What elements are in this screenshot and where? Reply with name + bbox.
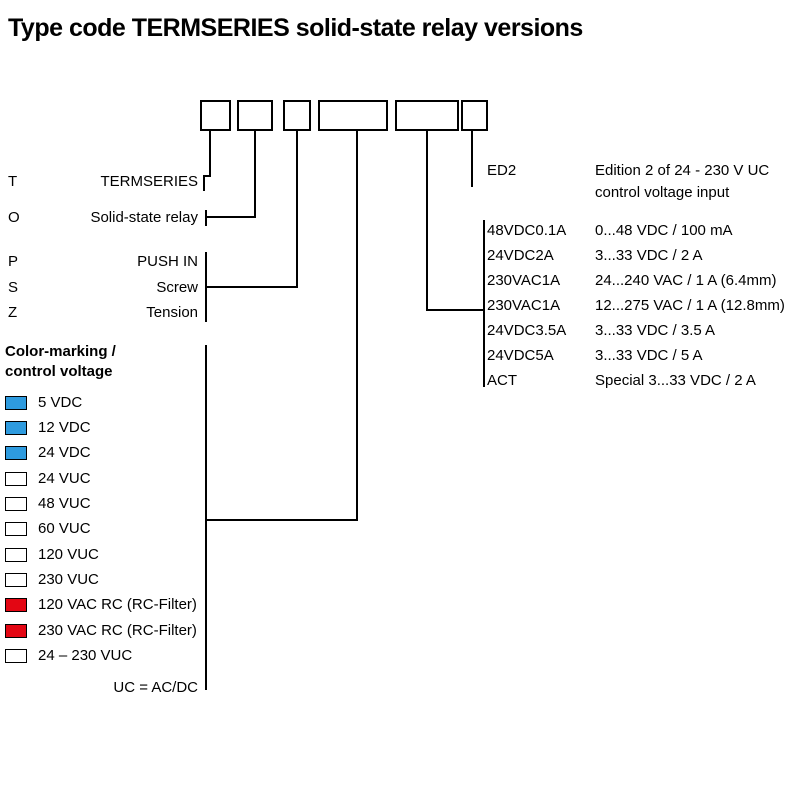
color-swatch bbox=[5, 421, 27, 435]
connector-line bbox=[356, 131, 358, 521]
connector-line bbox=[205, 519, 358, 521]
variant-desc: Special 3...33 VDC / 2 A bbox=[595, 372, 756, 389]
connector-line bbox=[205, 286, 298, 288]
variant-code: 24VDC2A bbox=[487, 247, 554, 264]
type-letter-s: S bbox=[8, 279, 19, 296]
variant-row: 230VAC1A 24...240 VAC / 1 A (6.4mm) bbox=[487, 272, 797, 290]
connector-line bbox=[209, 131, 211, 177]
type-label-termseries: TERMSERIES bbox=[100, 173, 198, 190]
color-row: 230 VUC bbox=[5, 571, 99, 589]
connector-line bbox=[483, 220, 485, 387]
type-label-screw: Screw bbox=[156, 279, 198, 296]
connector-line bbox=[203, 175, 211, 177]
type-letter-o: O bbox=[8, 209, 20, 226]
color-row: 120 VAC RC (RC-Filter) bbox=[5, 596, 197, 614]
color-swatch bbox=[5, 497, 27, 511]
connector-line bbox=[426, 309, 485, 311]
color-swatch bbox=[5, 446, 27, 460]
color-swatch bbox=[5, 649, 27, 663]
color-row: 120 VUC bbox=[5, 546, 99, 564]
variant-desc: 24...240 VAC / 1 A (6.4mm) bbox=[595, 272, 777, 289]
type-code-box-3 bbox=[283, 100, 311, 131]
variant-row: 48VDC0.1A 0...48 VDC / 100 mA bbox=[487, 222, 797, 240]
color-label: 230 VAC RC (RC-Filter) bbox=[38, 622, 197, 639]
variant-desc: 3...33 VDC / 3.5 A bbox=[595, 322, 716, 339]
connector-line bbox=[205, 216, 256, 218]
color-label: 48 VUC bbox=[38, 495, 91, 512]
color-row: 230 VAC RC (RC-Filter) bbox=[5, 622, 197, 640]
color-swatch bbox=[5, 472, 27, 486]
edition-desc-line1: Edition 2 of 24 - 230 V UC bbox=[595, 162, 770, 179]
page-title: Type code TERMSERIES solid-state relay v… bbox=[8, 14, 583, 42]
variant-code: 24VDC3.5A bbox=[487, 322, 567, 339]
variant-row: 24VDC3.5A 3...33 VDC / 3.5 A bbox=[487, 322, 797, 340]
variant-desc: 0...48 VDC / 100 mA bbox=[595, 222, 733, 239]
variant-row: 230VAC1A 12...275 VAC / 1 A (12.8mm) bbox=[487, 297, 797, 315]
type-code-box-5 bbox=[395, 100, 459, 131]
color-row: 24 VUC bbox=[5, 470, 91, 488]
type-letter-p: P bbox=[8, 253, 19, 270]
color-row: 60 VUC bbox=[5, 520, 91, 538]
edition-desc-line2: control voltage input bbox=[595, 184, 730, 201]
color-swatch bbox=[5, 573, 27, 587]
type-label-solid-state-relay: Solid-state relay bbox=[90, 209, 198, 226]
color-swatch bbox=[5, 396, 27, 410]
color-label: 24 – 230 VUC bbox=[38, 647, 133, 664]
type-code-box-4 bbox=[318, 100, 388, 131]
variant-desc: 12...275 VAC / 1 A (12.8mm) bbox=[595, 297, 785, 314]
variant-desc: 3...33 VDC / 5 A bbox=[595, 347, 703, 364]
color-row: 24 VDC bbox=[5, 444, 91, 462]
color-swatch bbox=[5, 548, 27, 562]
color-label: 24 VDC bbox=[38, 444, 91, 461]
color-row: 5 VDC bbox=[5, 394, 82, 412]
color-swatch bbox=[5, 598, 27, 612]
color-label: 230 VUC bbox=[38, 571, 99, 588]
variant-row: 24VDC2A 3...33 VDC / 2 A bbox=[487, 247, 797, 265]
edition-code: ED2 bbox=[487, 162, 517, 179]
connector-line bbox=[296, 131, 298, 288]
color-label: 12 VDC bbox=[38, 419, 91, 436]
color-section-heading-line1: Color-marking / bbox=[5, 343, 116, 360]
variant-code: 48VDC0.1A bbox=[487, 222, 567, 239]
connector-line bbox=[426, 131, 428, 311]
variant-code: ACT bbox=[487, 372, 517, 389]
color-label: 60 VUC bbox=[38, 520, 91, 537]
variant-code: 230VAC1A bbox=[487, 297, 561, 314]
connector-line bbox=[254, 131, 256, 218]
connector-line bbox=[471, 131, 473, 187]
color-label: 24 VUC bbox=[38, 470, 91, 487]
type-code-box-6 bbox=[461, 100, 488, 131]
color-swatch bbox=[5, 624, 27, 638]
connector-line bbox=[205, 345, 207, 690]
color-swatch bbox=[5, 522, 27, 536]
variant-desc: 3...33 VDC / 2 A bbox=[595, 247, 703, 264]
connector-line bbox=[205, 252, 207, 322]
type-letter-t: T bbox=[8, 173, 18, 190]
color-label: 120 VUC bbox=[38, 546, 99, 563]
color-label: 5 VDC bbox=[38, 394, 83, 411]
color-row: 12 VDC bbox=[5, 419, 91, 437]
type-code-box-2 bbox=[237, 100, 273, 131]
color-section-heading-line2: control voltage bbox=[5, 363, 113, 380]
variant-row: ACT Special 3...33 VDC / 2 A bbox=[487, 372, 797, 390]
variant-code: 230VAC1A bbox=[487, 272, 561, 289]
type-code-box-1 bbox=[200, 100, 231, 131]
uc-footnote: UC = AC/DC bbox=[113, 679, 198, 696]
variant-code: 24VDC5A bbox=[487, 347, 554, 364]
connector-line bbox=[203, 175, 205, 191]
color-label: 120 VAC RC (RC-Filter) bbox=[38, 596, 197, 613]
type-letter-z: Z bbox=[8, 304, 18, 321]
color-row: 48 VUC bbox=[5, 495, 91, 513]
type-label-push-in: PUSH IN bbox=[137, 253, 198, 270]
color-row: 24 – 230 VUC bbox=[5, 647, 132, 665]
variant-row: 24VDC5A 3...33 VDC / 5 A bbox=[487, 347, 797, 365]
connector-line bbox=[205, 210, 207, 226]
type-label-tension: Tension bbox=[146, 304, 198, 321]
